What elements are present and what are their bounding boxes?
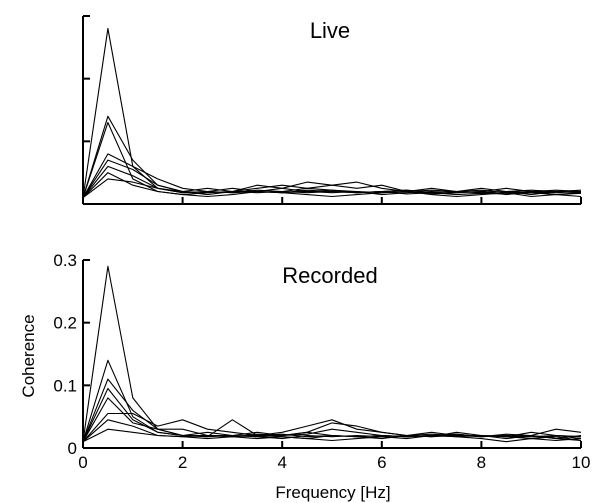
- x-tick-label: 10: [572, 453, 591, 472]
- series-line-4: [82, 387, 582, 442]
- recorded-panel-title: Recorded: [282, 263, 377, 288]
- x-tick-label: 8: [477, 453, 486, 472]
- series-line-5: [82, 159, 582, 199]
- live-panel: Live: [82, 15, 582, 205]
- recorded-axes: 0 2 4 6 8 10 0 0.1 0.2 0.3: [53, 251, 590, 472]
- x-tick-label: 0: [78, 453, 87, 472]
- series-line-1: [82, 27, 582, 198]
- series-line-8: [82, 178, 582, 199]
- series-line-7: [82, 172, 582, 199]
- series-line-6: [82, 412, 582, 443]
- x-tick-label: 2: [178, 453, 187, 472]
- y-tick-label: 0.3: [53, 251, 77, 270]
- recorded-series-lines: [82, 265, 582, 443]
- series-line-8: [82, 428, 582, 443]
- y-tick-label: 0.1: [53, 376, 77, 395]
- series-line-5: [82, 397, 582, 442]
- y-tick-label: 0: [68, 439, 77, 458]
- live-axes: [82, 15, 582, 205]
- series-line-2: [82, 121, 582, 198]
- x-axis-title: Frequency [Hz]: [275, 483, 390, 502]
- live-series-lines: [82, 27, 582, 199]
- x-tick-label: 6: [377, 453, 386, 472]
- y-tick-label: 0.2: [53, 314, 77, 333]
- y-axis-title: Coherence: [19, 314, 38, 397]
- recorded-panel: Recorded 0 2 4 6 8 10 0 0.1 0.2 0.3 Frequency [Hz…: [19, 251, 590, 502]
- series-line-1: [82, 265, 582, 442]
- live-panel-title: Live: [310, 18, 350, 43]
- x-tick-label: 4: [277, 453, 286, 472]
